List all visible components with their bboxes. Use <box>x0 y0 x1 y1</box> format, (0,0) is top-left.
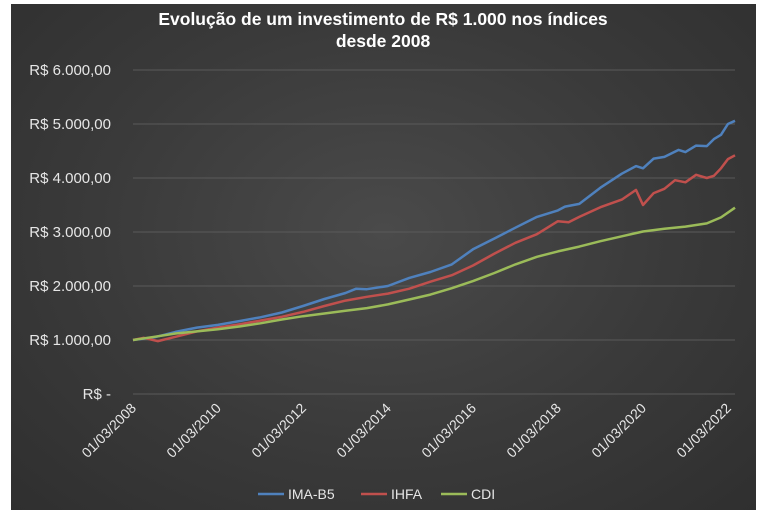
x-tick-label: 01/03/2022 <box>673 400 734 461</box>
x-tick-label: 01/03/2016 <box>418 400 479 461</box>
chart-title-line-2: desde 2008 <box>336 31 431 51</box>
legend-label: CDI <box>471 486 495 502</box>
series-line-cdi <box>132 206 736 342</box>
x-tick-label: 01/03/2010 <box>163 400 224 461</box>
gridlines <box>133 69 735 395</box>
series-lines <box>132 119 736 343</box>
line-chart: Evolução de um investimento de R$ 1.000 … <box>29 9 736 502</box>
x-tick-label: 01/03/2018 <box>503 400 564 461</box>
legend-label: IHFA <box>391 486 423 502</box>
y-tick-label: R$ 6.000,00 <box>29 62 111 79</box>
y-tick-label: R$ 2.000,00 <box>29 278 111 295</box>
x-tick-label: 01/03/2020 <box>588 400 649 461</box>
y-axis-ticks: R$ - R$ 1.000,00 R$ 2.000,00 R$ 3.000,00 R$ … <box>29 62 111 403</box>
x-tick-label: 01/03/2008 <box>78 400 139 461</box>
chart-title: Evolução de um investimento de R$ 1.000 … <box>158 9 608 51</box>
legend: IMA-B5 IHFA CDI <box>258 486 495 502</box>
x-tick-label: 01/03/2012 <box>248 400 309 461</box>
chart-title-line-1: Evolução de um investimento de R$ 1.000 … <box>158 9 608 29</box>
chart-frame: Evolução de um investimento de R$ 1.000 … <box>11 4 756 510</box>
y-tick-label: R$ 5.000,00 <box>29 116 111 133</box>
series-line-ima-b5 <box>132 119 736 342</box>
legend-label: IMA-B5 <box>288 486 335 502</box>
x-axis-ticks: 01/03/2008 01/03/2010 01/03/2012 01/03/2014… <box>78 400 734 461</box>
x-tick-label: 01/03/2014 <box>333 400 394 461</box>
y-tick-label: R$ - <box>83 386 111 403</box>
y-tick-label: R$ 3.000,00 <box>29 224 111 241</box>
y-tick-label: R$ 4.000,00 <box>29 170 111 187</box>
series-line-ihfa <box>132 154 736 343</box>
y-tick-label: R$ 1.000,00 <box>29 332 111 349</box>
